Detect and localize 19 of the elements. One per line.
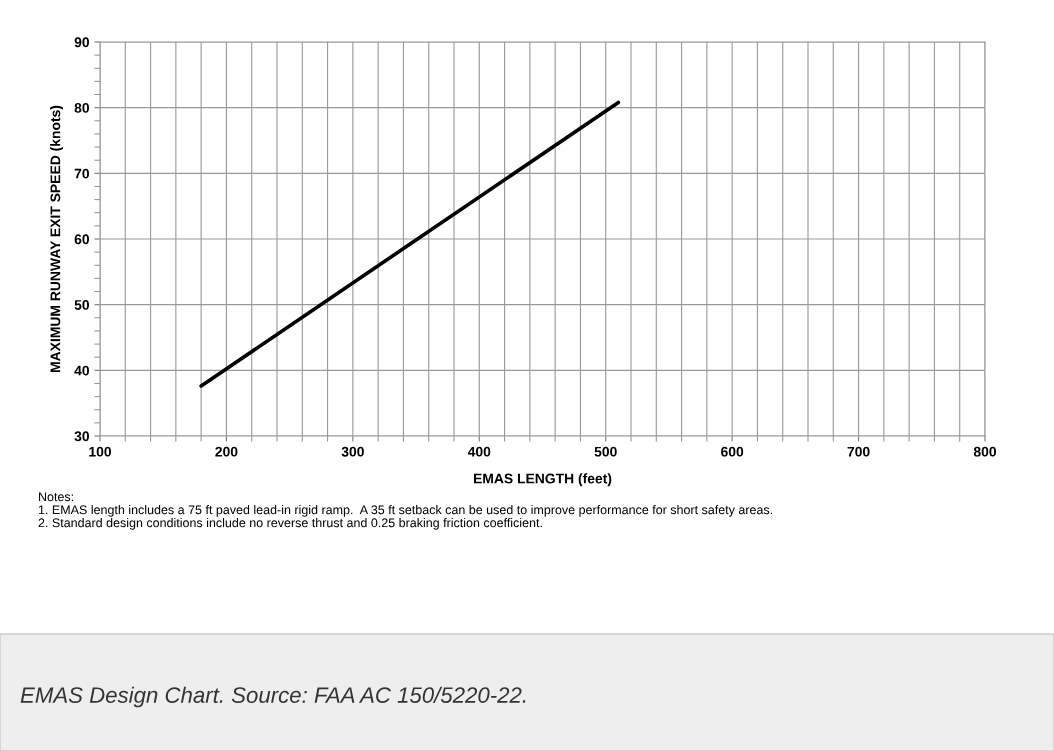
y-tick-label: 90 — [74, 37, 90, 48]
y-tick-label: 60 — [74, 234, 90, 245]
y-tick-label: 70 — [74, 168, 90, 179]
y-tick-label: 80 — [74, 103, 90, 113]
x-tick-label: 100 — [89, 446, 112, 457]
x-tick-label: 400 — [467, 446, 491, 457]
x-tick-label: 500 — [594, 446, 617, 457]
y-axis-title: MAXIMUM RUNWAY EXIT SPEED (knots) — [50, 105, 64, 372]
x-tick-label: 300 — [341, 446, 364, 457]
x-tick-label: 800 — [973, 446, 997, 457]
y-tick-label: 50 — [74, 300, 90, 310]
x-tick-label: 600 — [721, 446, 744, 457]
text: EMAS Design Chart. Source: FAA AC 150/5220-22. — [20, 686, 526, 708]
x-tick-label: 700 — [847, 446, 870, 457]
text: Notes: 1. EMAS length includes a 75 ft paved lead-in rigid ramp. A 35 ft setback can be used to improve performance for short safety areas. 2. Standard design conditions include no reverse thrust and 0.25 braking friction coefficient. — [38, 492, 772, 530]
y-tick-label: 40 — [74, 365, 90, 376]
x-tick-label: 200 — [215, 446, 238, 457]
x-axis-title: EMAS LENGTH (feet) — [473, 473, 612, 487]
y-tick-label: 30 — [74, 431, 90, 442]
